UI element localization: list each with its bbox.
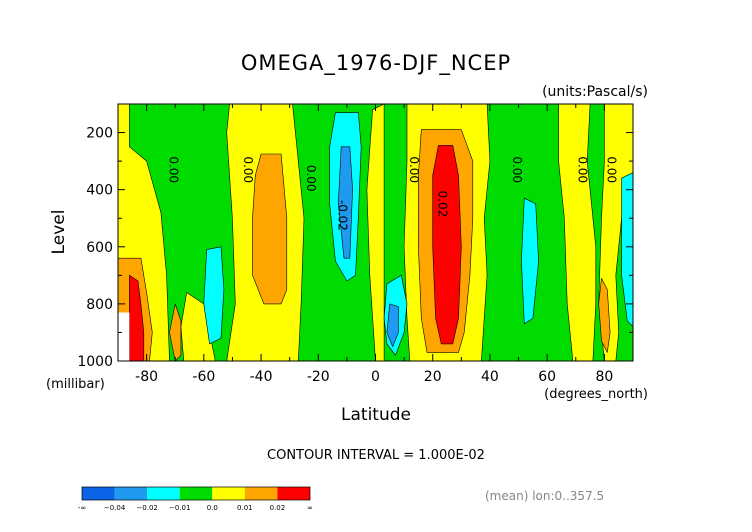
contour-interval-text: CONTOUR INTERVAL = 1.000E-02 xyxy=(267,448,485,463)
chart-title: OMEGA_1976-DJF_NCEP xyxy=(241,51,511,76)
contour-labels: 0.00 0.00 0.00 -0.02 0.00 0.02 0.00 0.00 0.00 xyxy=(167,156,619,231)
contour-label: 0.00 xyxy=(576,156,590,183)
contour-region xyxy=(432,145,462,345)
contour-region xyxy=(521,197,539,325)
colorbar-swatch xyxy=(82,487,115,500)
colorbar-swatch xyxy=(179,487,213,500)
contour-label: 0.00 xyxy=(407,156,421,183)
y-axis: 200 400 600 800 1000 xyxy=(77,103,633,370)
colorbar-label: 0.02 xyxy=(270,504,286,512)
contour-region xyxy=(366,104,385,361)
x-tick-label: -20 xyxy=(307,369,330,385)
filled-contours xyxy=(118,104,633,361)
units-label: (units:Pascal/s) xyxy=(542,84,648,100)
contour-region xyxy=(386,303,399,348)
contour-label: -0.02 xyxy=(335,200,349,231)
colorbar: -∞ −0.04 −0.02 −0.01 0.0 0.01 0.02 ∞ xyxy=(78,486,313,512)
colorbar-label: ∞ xyxy=(307,504,313,512)
contour-region xyxy=(558,104,597,361)
colorbar-swatch xyxy=(277,487,310,500)
contour-label: 0.00 xyxy=(510,156,524,183)
x-tick-label: -40 xyxy=(250,369,273,385)
x-tick-label: 0 xyxy=(371,369,380,385)
y-units-label: (millibar) xyxy=(46,377,105,392)
colorbar-label: 0.0 xyxy=(207,504,218,512)
colorbar-swatch xyxy=(114,487,148,500)
x-tick-label: 80 xyxy=(595,369,613,385)
contour-region xyxy=(252,153,288,305)
contour-region xyxy=(621,172,633,328)
colorbar-label: -∞ xyxy=(78,504,86,512)
colorbar-frame xyxy=(81,486,311,501)
contour-label: 0.00 xyxy=(241,156,255,183)
x-axis-label: Latitude xyxy=(341,405,411,425)
colorbar-swatch xyxy=(147,487,180,500)
y-axis-label: Level xyxy=(49,210,69,255)
x-units-label: (degrees_north) xyxy=(544,387,648,402)
x-tick-label: -60 xyxy=(192,369,215,385)
contour-region xyxy=(337,146,353,259)
x-tick-label: 40 xyxy=(481,369,499,385)
y-tick-label: 600 xyxy=(86,240,113,256)
contour-region xyxy=(203,246,225,345)
colorbar-label: −0.02 xyxy=(136,504,157,512)
contour-region xyxy=(169,303,182,361)
contour-label: 0.00 xyxy=(167,156,181,183)
colorbar-label: 0.01 xyxy=(237,504,253,512)
y-tick-label: 1000 xyxy=(77,354,113,370)
y-tick-label: 400 xyxy=(86,183,113,199)
colorbar-swatch xyxy=(244,487,278,500)
x-tick-label: -80 xyxy=(135,369,158,385)
colorbar-label: −0.01 xyxy=(169,504,190,512)
contour-region xyxy=(129,274,145,361)
x-tick-label: 20 xyxy=(424,369,442,385)
footer-text: (mean) lon:0..357.5 xyxy=(485,489,604,503)
x-axis: -80 -60 -40 -20 0 20 40 60 80 xyxy=(117,104,634,385)
colorbar-label: −0.04 xyxy=(104,504,126,512)
contour-label: 0.02 xyxy=(435,191,449,218)
y-tick-label: 800 xyxy=(86,297,113,313)
x-tick-label: 60 xyxy=(538,369,556,385)
colorbar-swatch xyxy=(212,487,245,500)
missing-data-region xyxy=(118,312,130,361)
y-tick-label: 200 xyxy=(86,126,113,142)
contour-label: 0.00 xyxy=(304,165,318,192)
contour-region xyxy=(598,277,611,353)
contour-label: 0.00 xyxy=(604,156,618,183)
